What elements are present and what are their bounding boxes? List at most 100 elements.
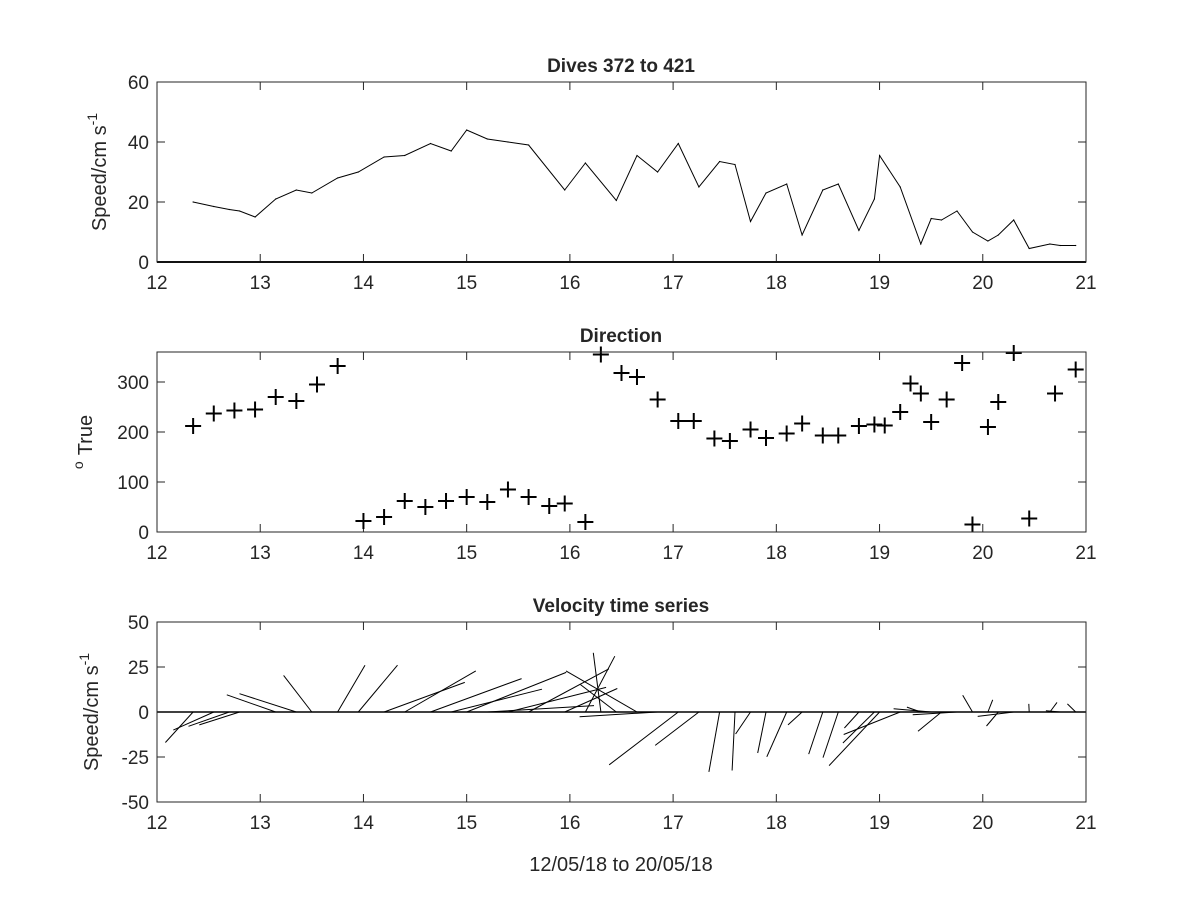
- speed-panel-ytick-label: 40: [128, 133, 149, 154]
- direction-panel-frame: [156, 351, 1087, 533]
- speed-panel-data-point: [383, 156, 385, 158]
- velocity-panel-velocity-stick: [787, 711, 803, 726]
- velocity-panel-velocity-stick: [564, 688, 618, 713]
- direction-panel-ytick-label: 0: [138, 523, 149, 544]
- direction-panel-plus-marker: [556, 495, 573, 512]
- direction-panel-plus-marker: [923, 414, 940, 430]
- velocity-panel-velocity-stick: [357, 664, 398, 713]
- velocity-panel-velocity-stick: [466, 671, 567, 713]
- speed-panel-data-point: [254, 216, 256, 218]
- direction-panel-xtick-label: 13: [250, 543, 271, 564]
- direction-panel-plus-marker: [520, 489, 537, 505]
- velocity-panel-ytick-label: 0: [138, 703, 149, 724]
- direction-panel-plus-marker: [267, 389, 284, 405]
- speed-panel-data-point: [486, 138, 488, 140]
- velocity-panel-velocity-stick: [917, 711, 942, 732]
- velocity-panel-velocity-stick: [731, 711, 736, 771]
- direction-panel-plus-marker: [830, 427, 847, 444]
- speed-panel-data-point: [873, 198, 876, 200]
- speed-panel-xtick-label: 17: [663, 273, 684, 294]
- speed-panel-data-point: [987, 240, 989, 242]
- speed-panel-data-point: [1028, 247, 1030, 250]
- speed-panel-data-point: [1059, 244, 1061, 247]
- speed-panel-xtick-label: 15: [456, 273, 477, 294]
- velocity-panel-velocity-stick: [828, 711, 880, 766]
- direction-panel-plus-marker: [814, 427, 831, 444]
- direction-panel-ylabel-prefix: o: [70, 461, 86, 469]
- velocity-panel-velocity-stick: [766, 711, 788, 758]
- speed-panel-xtick-label: 13: [250, 273, 271, 294]
- direction-panel-plus-marker: [1005, 345, 1022, 361]
- direction-panel-plus-marker: [329, 358, 346, 374]
- velocity-panel-plot: 12 13 14 15 16 17 18 19 20 21 -50 -25 0 25 50: [122, 613, 1097, 834]
- velocity-panel-velocity-stick: [1045, 710, 1061, 713]
- velocity-panel-velocity-stick: [580, 684, 617, 713]
- velocity-panel-velocity-stick: [808, 711, 824, 755]
- velocity-panel-velocity-stick: [608, 711, 679, 766]
- direction-panel-plus-marker: [479, 494, 496, 510]
- speed-panel-ylabel-text: Speed/cm s: [89, 125, 111, 231]
- direction-panel-plus-marker: [376, 509, 393, 525]
- speed-panel-data-point: [1075, 244, 1077, 247]
- velocity-panel-xtick-label: 20: [972, 813, 993, 834]
- speed-panel-data-point: [228, 208, 230, 211]
- direction-panel-ytick-label: 300: [117, 373, 149, 394]
- speed-panel-data-point: [528, 144, 530, 146]
- velocity-panel-velocity-stick: [844, 711, 860, 729]
- direction-panel-plus-marker: [308, 376, 325, 393]
- velocity-panel-velocity-stick: [584, 655, 616, 713]
- direction-panel-plus-marker: [1047, 385, 1064, 402]
- direction-panel-ylabel-text: True: [75, 415, 97, 455]
- speed-panel-data-point: [404, 154, 406, 157]
- direction-panel-plus-marker: [649, 391, 666, 408]
- direction-panel-plus-marker: [1067, 361, 1084, 378]
- direction-panel-plus-marker: [778, 425, 795, 442]
- speed-panel-data-point: [615, 199, 617, 202]
- direction-panel-xtick-label: 12: [146, 543, 167, 564]
- direction-panel-plus-marker: [954, 355, 971, 371]
- velocity-panel-xtick-label: 13: [250, 813, 271, 834]
- speed-panel-data-point: [239, 210, 241, 212]
- velocity-panel-ytick-label: 25: [128, 658, 149, 679]
- speed-panel-xtick-label: 14: [353, 273, 375, 294]
- speed-panel-xtick-label: 16: [559, 273, 580, 294]
- speed-panel-data-point: [997, 234, 999, 236]
- velocity-panel-velocity-stick: [592, 652, 602, 713]
- speed-panel-data-point: [930, 217, 932, 220]
- direction-panel-plus-marker: [850, 418, 867, 434]
- direction-panel-plus-marker: [990, 394, 1007, 410]
- velocity-panel-ylabel-text: Speed/cm s: [81, 665, 103, 771]
- direction-panel-xtick-label: 15: [456, 543, 477, 564]
- speed-panel-data-point: [1013, 219, 1015, 221]
- speed-panel-data-point: [1049, 243, 1051, 245]
- velocity-panel-frame: [156, 621, 1087, 803]
- speed-panel-data-point: [275, 198, 277, 200]
- speed-panel-data-point: [786, 183, 788, 185]
- velocity-panel-xtick-label: 12: [146, 813, 167, 834]
- speed-panel-data-point: [192, 201, 194, 203]
- direction-panel-plus-marker: [396, 493, 413, 509]
- speed-panel-xtick-label: 21: [1075, 273, 1096, 294]
- speed-panel-data-point: [311, 192, 313, 194]
- velocity-panel-xtick-label: 17: [663, 813, 684, 834]
- direction-panel-plus-marker: [794, 415, 811, 432]
- speed-panel-data-point: [940, 219, 943, 221]
- speed-panel-xtick-label: 19: [869, 273, 890, 294]
- direction-panel-plus-marker: [721, 433, 738, 449]
- velocity-panel-velocity-stick: [757, 711, 767, 754]
- direction-panel-plus-marker: [628, 369, 645, 385]
- speed-panel-data-point: [636, 154, 638, 157]
- velocity-panel-velocity-stick: [173, 711, 215, 731]
- velocity-panel-velocity-stick: [822, 711, 839, 758]
- velocity-panel-velocity-stick: [528, 668, 610, 713]
- velocity-panel-xtick-label: 14: [353, 813, 375, 834]
- direction-panel-plus-marker: [499, 481, 516, 498]
- speed-panel-data-point: [429, 142, 432, 145]
- speed-panel-data-point: [822, 189, 824, 191]
- direction-panel-title: Direction: [580, 326, 662, 347]
- velocity-panel-velocity-stick: [226, 694, 276, 713]
- velocity-panel-ytick-label: -25: [122, 748, 149, 769]
- velocity-panel-velocity-stick: [987, 699, 994, 713]
- velocity-panel-xtick-label: 15: [456, 813, 477, 834]
